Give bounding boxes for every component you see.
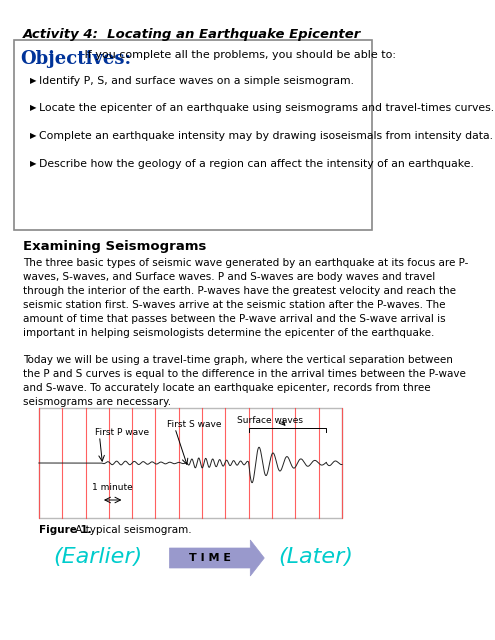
Text: Activity 4:  Locating an Earthquake Epicenter: Activity 4: Locating an Earthquake Epice… — [23, 28, 361, 41]
Text: 1 minute: 1 minute — [93, 483, 133, 492]
Text: First P wave: First P wave — [95, 428, 149, 437]
Text: ▶: ▶ — [30, 159, 36, 168]
Text: Locate the epicenter of an earthquake using seismograms and travel-times curves.: Locate the epicenter of an earthquake us… — [39, 103, 494, 113]
Text: Describe how the geology of a region can affect the intensity of an earthquake.: Describe how the geology of a region can… — [39, 159, 474, 169]
Text: Examining Seismograms: Examining Seismograms — [23, 240, 207, 253]
Text: ▶: ▶ — [30, 103, 36, 112]
Text: Today we will be using a travel-time graph, where the vertical separation betwee: Today we will be using a travel-time gra… — [23, 355, 466, 407]
Text: Identify P, S, and surface waves on a simple seismogram.: Identify P, S, and surface waves on a si… — [39, 76, 354, 86]
Text: First S wave: First S wave — [167, 420, 222, 429]
Polygon shape — [169, 540, 264, 576]
FancyBboxPatch shape — [14, 40, 372, 230]
Text: If you complete all the problems, you should be able to:: If you complete all the problems, you sh… — [81, 50, 396, 60]
Text: The three basic types of seismic wave generated by an earthquake at its focus ar: The three basic types of seismic wave ge… — [23, 258, 469, 338]
FancyBboxPatch shape — [39, 408, 342, 518]
Text: Complete an earthquake intensity may by drawing isoseismals from intensity data.: Complete an earthquake intensity may by … — [39, 131, 493, 141]
Text: T I M E: T I M E — [189, 553, 231, 563]
Text: ▶: ▶ — [30, 131, 36, 140]
Text: (Earlier): (Earlier) — [53, 547, 142, 567]
Text: Surface waves: Surface waves — [237, 416, 303, 425]
Text: Objectives:: Objectives: — [20, 50, 131, 68]
Text: (Later): (Later) — [278, 547, 353, 567]
Text: Figure 1.: Figure 1. — [39, 525, 92, 535]
Text: A typical seismogram.: A typical seismogram. — [71, 525, 191, 535]
Text: ▶: ▶ — [30, 76, 36, 85]
